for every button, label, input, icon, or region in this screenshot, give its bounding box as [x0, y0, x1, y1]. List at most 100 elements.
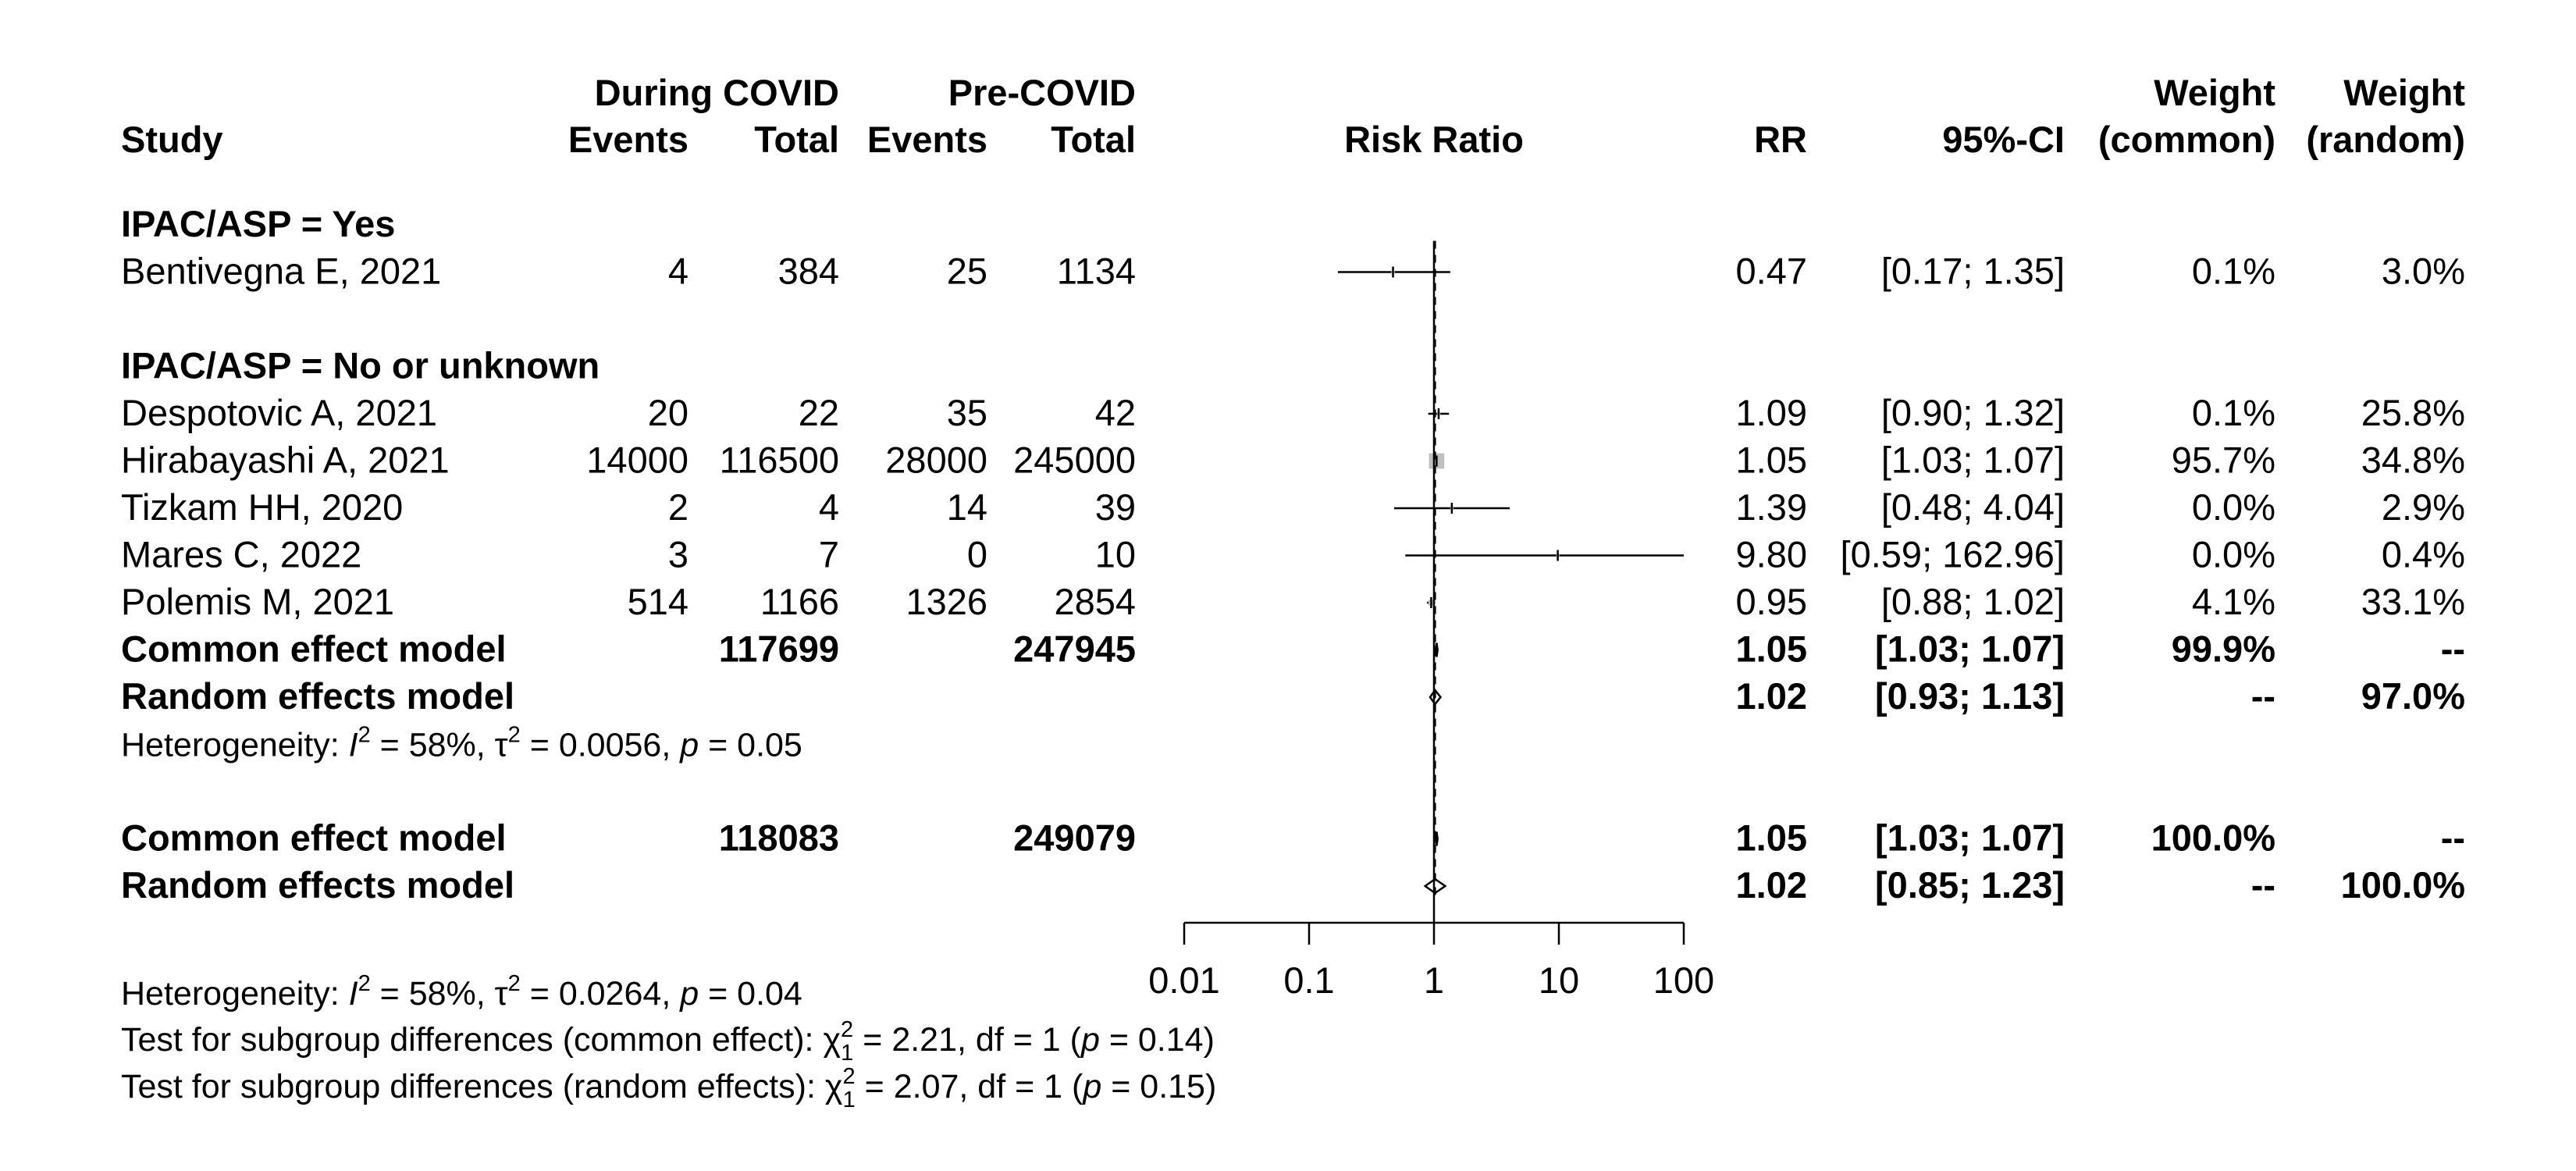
total-during: 384 — [778, 251, 839, 292]
pooled-label: Common effect model — [121, 817, 507, 859]
total-during: 117699 — [719, 628, 839, 670]
rr-value: 1.39 — [1736, 486, 1807, 528]
total-pre: 2854 — [1054, 581, 1136, 622]
total-during: 1166 — [760, 581, 839, 622]
events-during: 514 — [628, 581, 688, 622]
header-study: Study — [121, 119, 223, 160]
header-risk-ratio: Risk Ratio — [1344, 119, 1524, 160]
pooled-label: Random effects model — [121, 675, 514, 717]
ci-value: [0.59; 162.96] — [1841, 534, 2065, 575]
ci-value: [0.48; 4.04] — [1881, 486, 2065, 528]
ci-value: [0.90; 1.32] — [1881, 392, 2065, 433]
events-pre: 35 — [947, 392, 987, 433]
total-during: 4 — [819, 486, 839, 528]
total-during: 22 — [799, 392, 839, 433]
weight-random: 3.0% — [2382, 251, 2465, 292]
rr-value: 1.05 — [1736, 817, 1807, 859]
total-during: 118083 — [719, 817, 839, 859]
header-weight-random: Weight — [2343, 72, 2465, 113]
weight-random: -- — [2441, 817, 2465, 859]
weight-random: 34.8% — [2361, 440, 2465, 481]
study-label: Despotovic A, 2021 — [121, 392, 437, 433]
weight-random: 97.0% — [2361, 675, 2465, 717]
events-pre: 28000 — [885, 440, 987, 481]
study-label: Tizkam HH, 2020 — [121, 486, 403, 528]
rr-value: 1.05 — [1736, 628, 1807, 670]
events-pre: 1326 — [906, 581, 987, 622]
header-events-2: Events — [867, 119, 987, 160]
header-events-1: Events — [568, 119, 688, 160]
study-label: Hirabayashi A, 2021 — [121, 440, 450, 481]
study-label: Polemis M, 2021 — [121, 581, 394, 622]
pooled-label: Common effect model — [121, 628, 507, 670]
rr-value: 0.47 — [1736, 251, 1807, 292]
ci-value: [1.03; 1.07] — [1875, 628, 2065, 670]
weight-common: 0.1% — [2192, 251, 2275, 292]
total-during: 116500 — [720, 440, 839, 481]
forest-rows: IPAC/ASP = Yes Bentivegna E, 2021 4 384 25 11… — [121, 203, 2465, 906]
ci-value: [1.03; 1.07] — [1875, 817, 2065, 859]
weight-random: 0.4% — [2382, 534, 2465, 575]
subgroup-label: IPAC/ASP = No or unknown — [121, 345, 600, 386]
header-weight-common: Weight — [2154, 72, 2275, 113]
rr-value: 9.80 — [1736, 534, 1807, 575]
weight-common: 100.0% — [2151, 817, 2275, 859]
weight-common: -- — [2251, 675, 2275, 717]
ci-value: [0.85; 1.23] — [1875, 864, 2065, 906]
pooled-diamond — [1434, 642, 1439, 657]
subgroup-label: IPAC/ASP = Yes — [121, 203, 395, 244]
weight-common: 95.7% — [2172, 440, 2275, 481]
events-during: 4 — [668, 251, 688, 292]
overall-heterogeneity: Heterogeneity: I2 = 58%, τ2 = 0.0264, p … — [121, 971, 802, 1013]
total-pre: 247945 — [1013, 628, 1136, 670]
subgroup-heterogeneity: Heterogeneity: I2 = 58%, τ2 = 0.0056, p … — [121, 723, 802, 764]
subgroup-test: Test for subgroup differences (random ef… — [121, 1064, 1216, 1112]
weight-common: 99.9% — [2172, 628, 2275, 670]
ci-value: [1.03; 1.07] — [1881, 440, 2065, 481]
header-total-2: Total — [1051, 119, 1136, 160]
footer-notes: Heterogeneity: I2 = 58%, τ2 = 0.0264, p … — [121, 971, 1216, 1112]
ci-value: [0.93; 1.13] — [1875, 675, 2065, 717]
header-group2: Pre-COVID — [948, 72, 1136, 113]
weight-common: 0.0% — [2192, 534, 2275, 575]
study-label: Mares C, 2022 — [121, 534, 361, 575]
ci-value: [0.17; 1.35] — [1881, 251, 2065, 292]
pooled-label: Random effects model — [121, 864, 514, 906]
total-pre: 249079 — [1013, 817, 1136, 859]
rr-value: 1.05 — [1736, 440, 1807, 481]
header-ci: 95%-CI — [1942, 119, 2065, 160]
weight-random: 25.8% — [2361, 392, 2465, 433]
events-pre: 0 — [967, 534, 987, 575]
study-label: Bentivegna E, 2021 — [121, 251, 441, 292]
header-weight-common-sub: (common) — [2098, 119, 2275, 160]
total-during: 7 — [819, 534, 839, 575]
x-tick-label: 0.1 — [1283, 959, 1334, 1001]
header-weight-random-sub: (random) — [2306, 119, 2465, 160]
header-rr: RR — [1754, 119, 1807, 160]
x-axis: 0.01 0.1 1 10 100 — [1148, 921, 1714, 1001]
events-pre: 14 — [947, 486, 987, 528]
subgroup-test: Test for subgroup differences (common ef… — [121, 1017, 1215, 1066]
rr-value: 1.02 — [1736, 675, 1807, 717]
total-pre: 1134 — [1057, 251, 1136, 292]
rr-value: 1.02 — [1736, 864, 1807, 906]
pooled-diamond — [1423, 877, 1447, 895]
total-pre: 245000 — [1013, 440, 1136, 481]
x-tick-label: 10 — [1539, 959, 1579, 1001]
weight-common: 0.0% — [2192, 486, 2275, 528]
x-tick-label: 100 — [1653, 959, 1714, 1001]
events-during: 14000 — [586, 440, 688, 481]
weight-common: 4.1% — [2192, 581, 2275, 622]
forest-marks — [1337, 240, 1684, 923]
x-tick-label: 0.01 — [1148, 959, 1219, 1001]
weight-random: 2.9% — [2382, 486, 2465, 528]
rr-value: 0.95 — [1736, 581, 1807, 622]
x-tick-label: 1 — [1424, 959, 1444, 1001]
events-during: 3 — [668, 534, 688, 575]
total-pre: 39 — [1095, 486, 1136, 528]
header-group1: During COVID — [595, 72, 839, 113]
rr-value: 1.09 — [1736, 392, 1807, 433]
weight-common: -- — [2251, 864, 2275, 906]
total-pre: 42 — [1095, 392, 1136, 433]
